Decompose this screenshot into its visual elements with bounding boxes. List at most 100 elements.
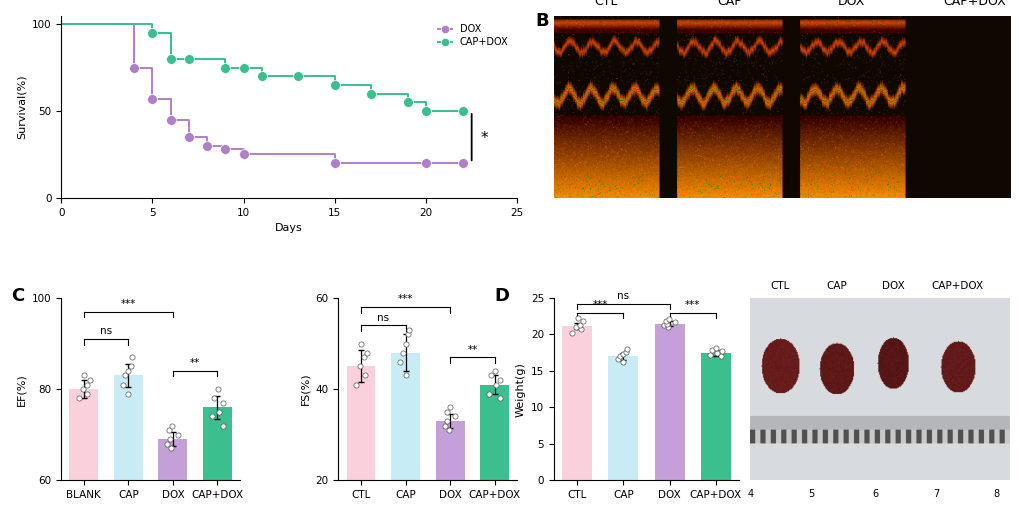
Bar (607, 357, 638, 480)
Bar (390, 353, 420, 522)
Text: ***: *** (120, 299, 136, 309)
Bar (158, 439, 187, 522)
Point (254, 72, 270, 80)
Bar (114, 375, 143, 522)
Point (363, 90, 379, 98)
Point (438, 408, 454, 416)
Point (161, 426, 177, 434)
Point (436, 421, 452, 430)
Point (453, 107, 470, 115)
Point (655, 321, 672, 329)
Point (359, 349, 375, 357)
Point (214, 421, 230, 430)
Point (117, 371, 133, 379)
Point (439, 417, 455, 425)
Point (391, 358, 408, 366)
Y-axis label: Weight(g): Weight(g) (515, 362, 525, 417)
Point (120, 389, 137, 398)
Text: **: ** (190, 358, 200, 368)
Point (487, 367, 503, 375)
Text: ***: *** (397, 294, 413, 304)
Point (394, 349, 411, 357)
Point (712, 352, 729, 361)
Point (70, 394, 87, 402)
Text: 5: 5 (807, 489, 813, 500)
Text: B: B (535, 12, 548, 30)
Point (163, 444, 179, 453)
Point (170, 431, 186, 439)
Point (144, 95, 160, 103)
Point (356, 371, 372, 379)
Point (124, 353, 141, 361)
Point (180, 133, 197, 141)
Point (491, 394, 507, 402)
Point (235, 150, 252, 159)
Text: CTL: CTL (594, 0, 618, 8)
Point (199, 141, 215, 150)
Point (666, 318, 683, 326)
Point (164, 421, 180, 430)
Point (356, 353, 372, 361)
Point (441, 403, 458, 411)
Bar (700, 353, 730, 480)
Point (399, 330, 416, 339)
Text: CAP+DOX: CAP+DOX (931, 281, 983, 291)
Point (659, 323, 676, 331)
Point (206, 394, 222, 402)
Point (159, 440, 175, 448)
Text: D: D (494, 287, 508, 305)
Point (440, 426, 457, 434)
Point (483, 371, 499, 379)
Text: ***: *** (684, 300, 700, 310)
Point (418, 159, 434, 168)
Point (708, 349, 725, 357)
Point (326, 81, 342, 89)
Point (660, 315, 677, 323)
Y-axis label: FS(%): FS(%) (300, 373, 310, 406)
Point (703, 346, 719, 354)
Point (614, 358, 631, 366)
Point (658, 319, 675, 328)
Text: CAP: CAP (716, 0, 741, 8)
Point (446, 412, 463, 421)
Point (120, 367, 137, 375)
Point (217, 145, 233, 153)
Point (568, 323, 584, 331)
Point (162, 55, 178, 63)
Point (487, 381, 503, 389)
Point (569, 314, 585, 323)
Point (400, 326, 417, 334)
Text: 6: 6 (872, 489, 878, 500)
Point (326, 159, 342, 168)
Point (144, 29, 160, 37)
Point (352, 362, 368, 371)
Point (353, 339, 369, 348)
Point (215, 399, 231, 407)
Point (562, 329, 579, 337)
Point (74, 385, 91, 393)
Point (290, 72, 307, 80)
Bar (203, 407, 231, 522)
Text: CAP+DOX: CAP+DOX (943, 0, 1005, 8)
Point (217, 64, 233, 72)
Point (614, 350, 631, 358)
Point (180, 55, 197, 63)
Point (115, 381, 131, 389)
Point (210, 385, 226, 393)
Point (572, 325, 588, 333)
Text: 7: 7 (932, 489, 938, 500)
Text: ***: *** (592, 300, 607, 310)
Point (707, 344, 723, 352)
Text: 4: 4 (747, 489, 753, 500)
Text: ns: ns (377, 313, 389, 323)
Bar (435, 421, 464, 522)
Point (78, 381, 95, 389)
Point (122, 362, 139, 371)
Bar (654, 324, 684, 480)
Text: *: * (480, 132, 488, 146)
Legend: DOX, CAP+DOX: DOX, CAP+DOX (433, 20, 512, 51)
Point (453, 159, 470, 168)
Point (162, 435, 178, 443)
Point (126, 64, 143, 72)
Bar (480, 385, 508, 522)
